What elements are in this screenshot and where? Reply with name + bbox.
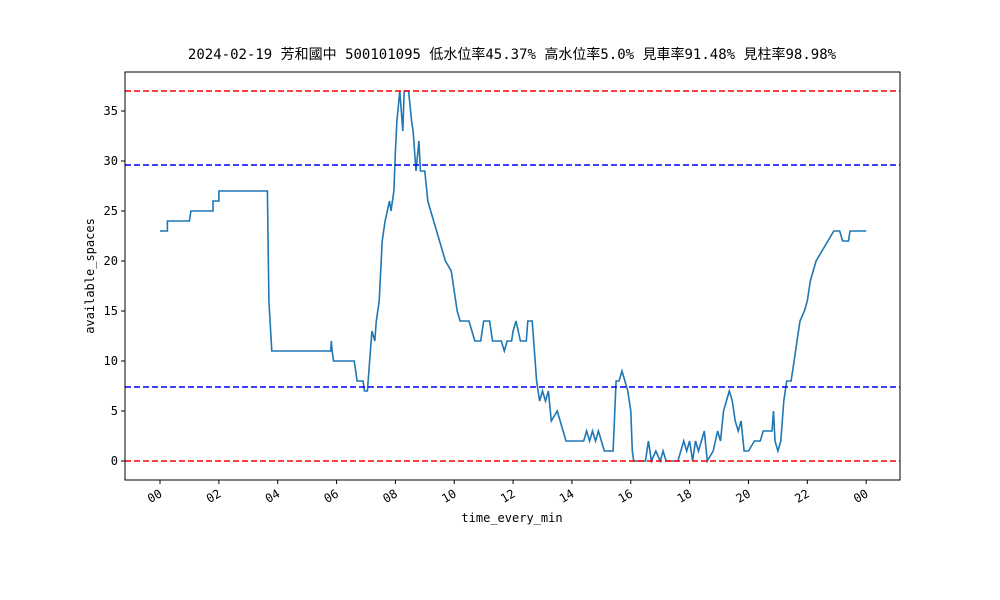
y-tick-label: 5 [111,404,118,418]
x-tick-label: 06 [322,486,342,505]
x-axis-label: time_every_min [461,511,562,525]
x-tick-label: 00 [145,486,165,505]
y-tick-label: 30 [104,154,118,168]
x-tick-label: 04 [263,486,283,505]
data-line [160,90,867,464]
x-tick-label: 12 [498,486,518,505]
plot-frame [124,71,901,481]
x-tick-label: 22 [792,486,812,505]
x-tick-label: 02 [204,486,224,505]
x-tick-label: 00 [851,486,871,505]
chart-title: 2024-02-19 芳和國中 500101095 低水位率45.37% 高水位… [188,46,837,63]
x-tick-label: 14 [557,486,577,505]
x-tick-label: 16 [616,486,636,505]
y-tick-label: 15 [104,304,118,318]
x-tick-label: 18 [675,486,695,505]
y-tick-label: 10 [104,354,118,368]
y-tick-label: 25 [104,204,118,218]
x-tick-label: 08 [380,486,400,505]
y-axis-label: available_spaces [83,218,97,334]
y-tick-label: 0 [111,454,118,468]
y-tick-label: 20 [104,254,118,268]
x-tick-label: 20 [733,486,753,505]
y-tick-label: 35 [104,104,118,118]
x-tick-label: 10 [439,486,459,505]
